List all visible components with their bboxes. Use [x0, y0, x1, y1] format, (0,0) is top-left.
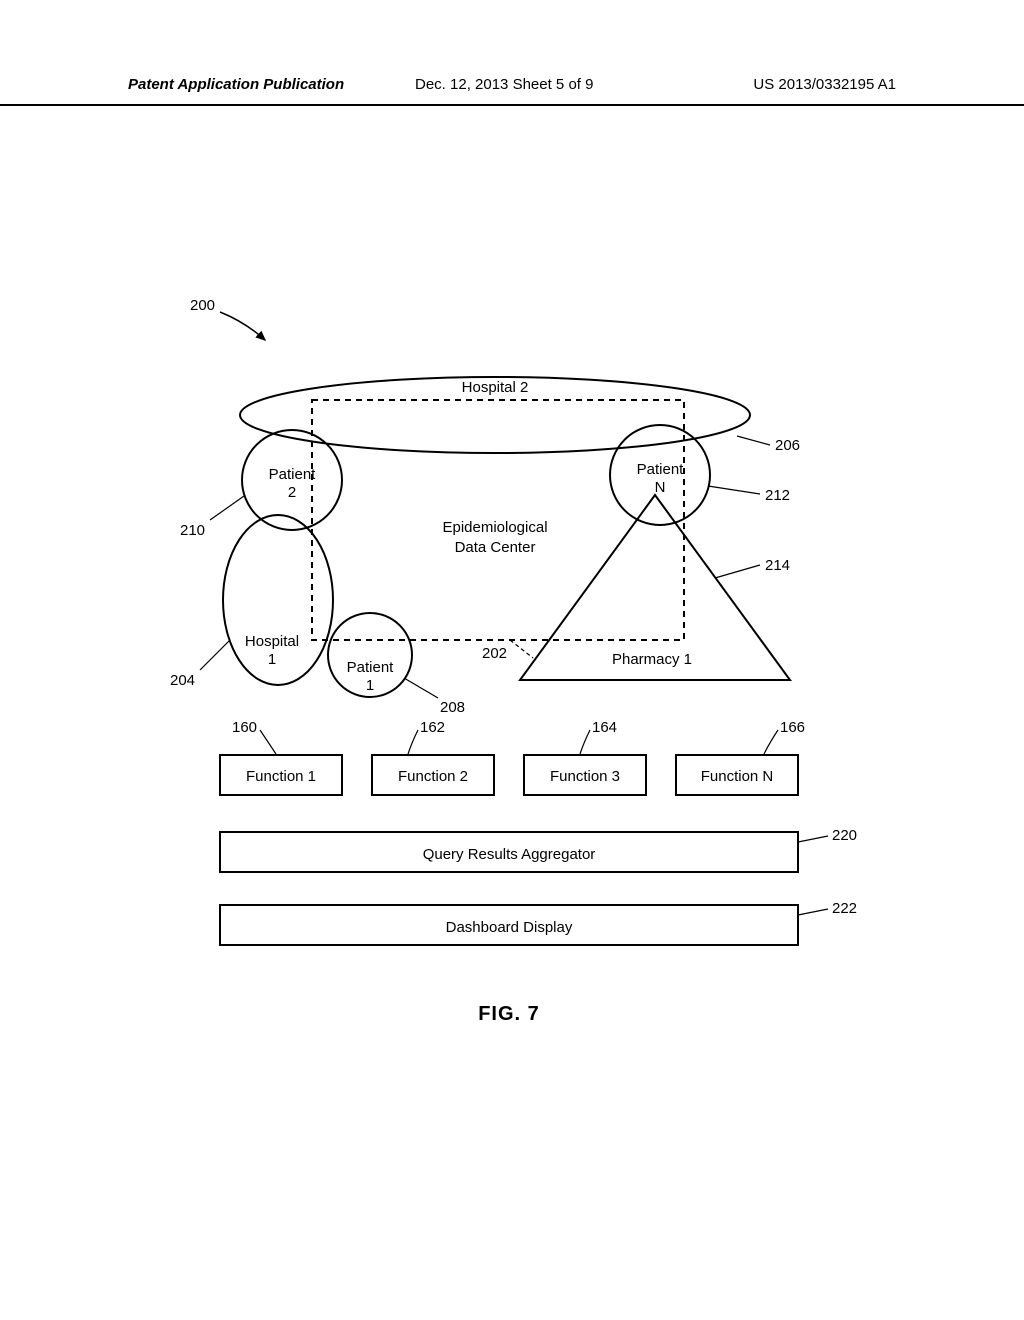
hospital1-label-2: 1 — [268, 651, 276, 668]
aggregator-label: Query Results Aggregator — [423, 846, 596, 863]
ref-166: 166 — [780, 719, 805, 736]
ref-204-label: 204 — [170, 672, 195, 689]
figure-diagram: 200 Hospital 2 Epidemiological Data Cent… — [140, 280, 860, 1080]
ref-208-label: 208 — [440, 699, 465, 716]
function-2-label: Function 2 — [398, 768, 468, 785]
header-left-text: Patent Application Publication — [128, 76, 344, 93]
patientN-label-2: N — [655, 479, 666, 496]
ref-220-leader — [798, 836, 828, 842]
figure-label: FIG. 7 — [478, 1003, 540, 1025]
patientN-label-1: Patient — [637, 461, 685, 478]
function-3-label: Function 3 — [550, 768, 620, 785]
ref-212-label: 212 — [765, 487, 790, 504]
ref-164-leader — [580, 730, 590, 754]
ref-162-leader — [408, 730, 418, 754]
pharmacy1-label: Pharmacy 1 — [612, 651, 692, 668]
patient2-label-1: Patient — [269, 466, 317, 483]
ref-220: 220 — [832, 827, 857, 844]
ref-206-leader — [737, 436, 770, 445]
ref-212-leader — [708, 486, 760, 494]
page-header: Patent Application Publication Dec. 12, … — [0, 76, 1024, 106]
header-right-text: US 2013/0332195 A1 — [753, 76, 896, 93]
header-center-text: Dec. 12, 2013 Sheet 5 of 9 — [415, 76, 593, 93]
patient1-label-2: 1 — [366, 677, 374, 694]
ref-166-leader — [764, 730, 778, 754]
hospital1-ellipse — [223, 515, 333, 685]
ref-160-leader — [260, 730, 276, 754]
function-N-label: Function N — [701, 768, 774, 785]
function-1-label: Function 1 — [246, 768, 316, 785]
ref-214-label: 214 — [765, 557, 790, 574]
data-center-label-1: Epidemiological — [442, 519, 547, 536]
ref-162: 162 — [420, 719, 445, 736]
data-center-label-2: Data Center — [455, 539, 536, 556]
patient2-label-2: 2 — [288, 484, 296, 501]
ref-222-leader — [798, 909, 828, 915]
hospital2-label: Hospital 2 — [462, 379, 529, 396]
ref-202-label: 202 — [482, 645, 507, 662]
ref-210-label: 210 — [180, 522, 205, 539]
ref-204-leader — [200, 640, 230, 670]
ref-208-leader — [404, 678, 438, 698]
ref-160: 160 — [232, 719, 257, 736]
ref-206-label: 206 — [775, 437, 800, 454]
ref-222: 222 — [832, 900, 857, 917]
figure-svg: 200 Hospital 2 Epidemiological Data Cent… — [140, 280, 860, 1100]
dashboard-label: Dashboard Display — [446, 919, 573, 936]
function-boxes-row: Function 1 Function 2 Function 3 Functio… — [220, 755, 798, 795]
ref-200-label: 200 — [190, 297, 215, 314]
patient1-label-1: Patient — [347, 659, 395, 676]
ref-210-leader — [210, 496, 244, 520]
ref-202-leader — [510, 640, 533, 658]
ref-164: 164 — [592, 719, 617, 736]
hospital1-label-1: Hospital — [245, 633, 299, 650]
ref-214-leader — [715, 565, 760, 578]
ref-200-arrow — [220, 312, 265, 340]
